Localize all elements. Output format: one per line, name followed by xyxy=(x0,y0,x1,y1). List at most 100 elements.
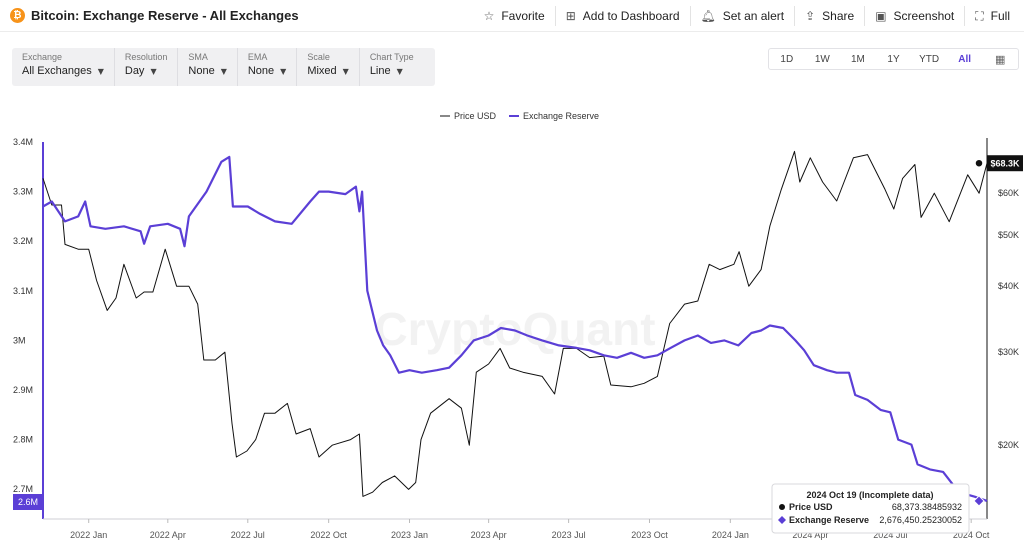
range-selector: 1D 1W 1M 1Y YTD All ▦ xyxy=(768,48,1019,70)
y-tick-left: 3.2M xyxy=(13,236,33,246)
chevron-down-icon: ▼ xyxy=(396,67,403,76)
sma-select[interactable]: SMA None ▼ xyxy=(178,48,238,86)
sma-value-text: None xyxy=(188,65,215,77)
legend-label-price-usd: Price USD xyxy=(454,111,497,121)
chart-controls: Exchange All Exchanges ▼ Resolution Day ▼ SMA N… xyxy=(12,48,435,86)
range-1w[interactable]: 1W xyxy=(814,53,830,65)
chevron-down-icon: ▼ xyxy=(150,67,157,76)
chevron-down-icon: ▼ xyxy=(97,67,104,76)
reserve-badge-label: 2.6M xyxy=(18,497,38,507)
y-tick-right: $40K xyxy=(998,281,1019,291)
add-to-dashboard-button[interactable]: ⊞ Add to Dashboard xyxy=(554,6,690,26)
star-icon: ☆ xyxy=(483,9,495,23)
x-tick-label: 2022 Apr xyxy=(150,530,186,540)
ema-value: None ▼ xyxy=(248,65,286,77)
price-end-marker xyxy=(974,158,984,168)
y-tick-left: 2.8M xyxy=(13,435,33,445)
add-to-dashboard-label: Add to Dashboard xyxy=(582,9,680,23)
chart-type-value-text: Line xyxy=(369,65,391,77)
x-tick-label: 2024 Jan xyxy=(712,530,749,540)
sma-label: SMA xyxy=(188,52,208,62)
exchange-value-text: All Exchanges xyxy=(22,65,92,77)
chevron-down-icon: ▼ xyxy=(220,67,227,76)
y-tick-left: 3.3M xyxy=(13,187,33,197)
range-ytd[interactable]: YTD xyxy=(919,53,940,65)
chevron-down-icon: ▼ xyxy=(280,67,287,76)
chart-type-value: Line ▼ xyxy=(370,65,414,77)
resolution-value: Day ▼ xyxy=(125,65,168,77)
resolution-label: Resolution xyxy=(124,52,168,62)
x-tick-label: 2024 Oct xyxy=(953,530,990,540)
data-tooltip: 2024 Oct 19 (Incomplete data) Price USD 68… xyxy=(771,483,970,534)
scale-select[interactable]: Scale Mixed ▼ xyxy=(297,48,360,86)
screenshot-label: Screenshot xyxy=(893,9,955,23)
series-line-price-usd xyxy=(42,150,988,497)
x-tick-label: 2024 Jul xyxy=(873,530,907,540)
range-1d[interactable]: 1D xyxy=(780,53,794,65)
fullscreen-icon: ⛶ xyxy=(975,8,984,23)
set-an-alert-button[interactable]: 🔔︎ Set an alert xyxy=(689,6,795,26)
range-1y[interactable]: 1Y xyxy=(887,53,900,65)
x-tick-label: 2022 Jan xyxy=(70,530,107,540)
price-badge-label: $68.3K xyxy=(990,159,1020,169)
range-1m[interactable]: 1M xyxy=(850,53,865,65)
x-tick-label: 2022 Oct xyxy=(310,530,347,540)
resolution-select[interactable]: Resolution Day ▼ xyxy=(115,48,179,86)
y-tick-right: $60K xyxy=(998,188,1019,198)
chart-type-select[interactable]: Chart Type Line ▼ xyxy=(360,48,424,86)
x-tick-label: 2023 Oct xyxy=(631,530,668,540)
scale-value: Mixed ▼ xyxy=(307,65,349,77)
tooltip-label-exchange-reserve: Exchange Reserve xyxy=(789,515,869,525)
y-tick-left: 3M xyxy=(13,335,26,345)
share-icon: ⇪ xyxy=(805,9,816,23)
share-button[interactable]: ⇪ Share xyxy=(794,6,864,26)
exchange-select[interactable]: Exchange All Exchanges ▼ xyxy=(12,48,115,86)
x-tick-label: 2023 Apr xyxy=(471,530,507,540)
chart-area: CryptoQuant Price USD Exchange Reserve 3.4M… xyxy=(13,111,1023,540)
tooltip-value-exchange-reserve: 2,676,450.25230052 xyxy=(879,515,962,525)
y-tick-right: $30K xyxy=(998,347,1019,357)
bell-icon: 🔔︎ xyxy=(700,9,716,23)
legend: Price USD Exchange Reserve xyxy=(440,111,599,121)
tooltip-box xyxy=(771,483,970,534)
sma-value: None ▼ xyxy=(188,65,226,77)
series-line-exchange-reserve xyxy=(42,155,988,502)
y-tick-left: 2.7M xyxy=(13,484,33,494)
x-tick-label: 2023 Jan xyxy=(391,530,428,540)
scale-label: Scale xyxy=(307,52,330,62)
y-tick-right: $50K xyxy=(998,230,1019,240)
price-current-badge: $68.3K xyxy=(987,155,1023,172)
camera-icon: ▣ xyxy=(875,9,887,23)
watermark: CryptoQuant xyxy=(374,303,655,355)
ema-select[interactable]: EMA None ▼ xyxy=(238,48,298,86)
favorite-button[interactable]: ☆ Favorite xyxy=(474,6,555,26)
ema-value-text: None xyxy=(247,65,275,77)
legend-label-exchange-reserve: Exchange Reserve xyxy=(523,111,599,121)
tooltip-date: 2024 Oct 19 (Incomplete data) xyxy=(806,490,933,500)
x-tick-label: 2024 Apr xyxy=(792,530,828,540)
reserve-badge-bg xyxy=(13,494,43,510)
screenshot-button[interactable]: ▣ Screenshot xyxy=(864,6,964,26)
bitcoin-icon: ₿ xyxy=(10,8,25,23)
tooltip-price-icon xyxy=(779,504,785,510)
calendar-icon[interactable]: ▦ xyxy=(995,52,1006,66)
tooltip-label-price-usd: Price USD xyxy=(789,502,833,512)
price-badge-bg xyxy=(987,155,1023,172)
y-tick-right: $20K xyxy=(998,440,1019,450)
full-button[interactable]: ⛶ Full xyxy=(964,6,1020,26)
set-an-alert-label: Set an alert xyxy=(722,9,785,23)
x-tick-label: 2023 Jul xyxy=(552,530,586,540)
range-all[interactable]: All xyxy=(958,53,972,65)
exchange-value: All Exchanges ▼ xyxy=(22,65,104,77)
page-title: Bitcoin: Exchange Reserve - All Exchange… xyxy=(31,8,299,23)
chevron-down-icon: ▼ xyxy=(342,67,349,76)
y-tick-left: 3.1M xyxy=(13,286,33,296)
exchange-label: Exchange xyxy=(22,52,63,62)
tooltip-reserve-icon xyxy=(778,516,786,524)
chart-type-label: Chart Type xyxy=(369,52,414,62)
y-tick-left: 3.4M xyxy=(13,137,33,147)
scale-value-text: Mixed xyxy=(307,65,337,77)
favorite-label: Favorite xyxy=(501,9,545,23)
share-label: Share xyxy=(822,9,855,23)
tooltip-value-price-usd: 68,373.38485932 xyxy=(892,502,962,512)
